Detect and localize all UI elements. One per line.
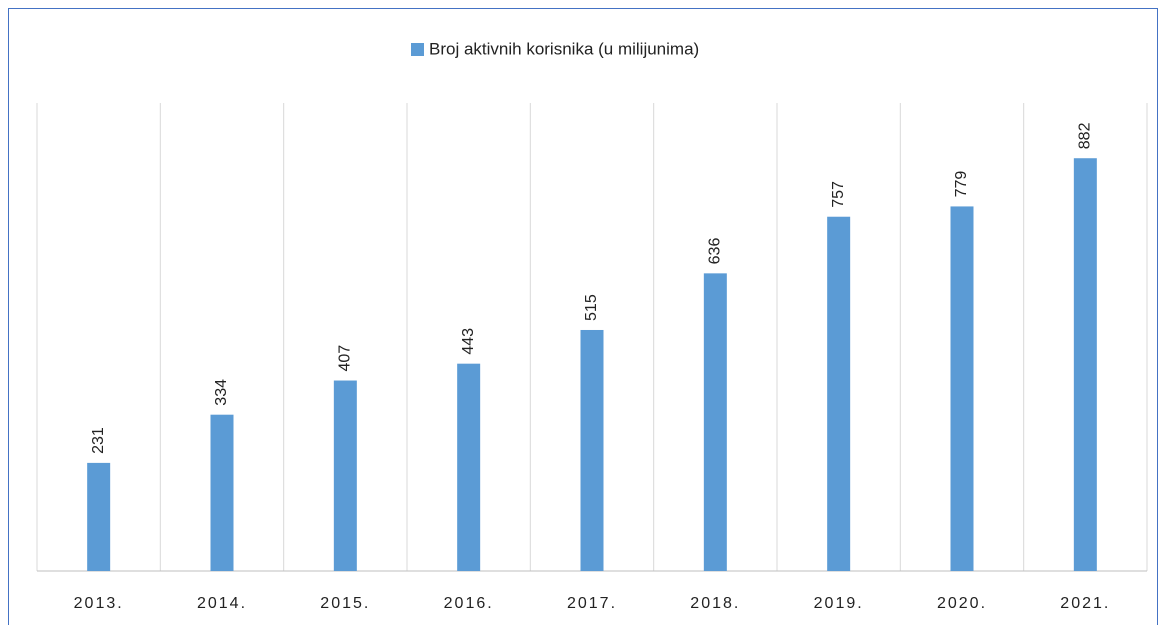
data-label: 443: [460, 328, 477, 355]
data-label: 334: [213, 379, 230, 406]
x-tick-label: 2018.: [690, 595, 740, 612]
bar: [827, 216, 851, 571]
bar: [333, 380, 357, 571]
data-label: 882: [1077, 122, 1094, 149]
x-tick-label: 2016.: [444, 595, 494, 612]
bar: [580, 329, 604, 571]
chart-frame: [8, 8, 1158, 625]
x-tick-label: 2015.: [320, 595, 370, 612]
data-label: 636: [707, 238, 724, 265]
data-label: 231: [90, 427, 107, 454]
x-tick-label: 2014.: [197, 595, 247, 612]
data-label: 779: [953, 171, 970, 198]
bar: [210, 414, 234, 571]
x-tick-label: 2020.: [937, 595, 987, 612]
bar: [87, 462, 111, 571]
legend-swatch: [411, 43, 424, 56]
data-label: 757: [830, 181, 847, 208]
x-tick-label: 2017.: [567, 595, 617, 612]
bar: [703, 273, 727, 571]
x-tick-label: 2021.: [1060, 595, 1110, 612]
bar: [1073, 158, 1097, 571]
bar: [950, 206, 974, 572]
data-label: 515: [583, 294, 600, 321]
data-label: 407: [337, 345, 354, 372]
x-tick-label: 2013.: [74, 595, 124, 612]
bar: [457, 363, 481, 571]
legend-label: Broj aktivnih korisnika (u milijunima): [429, 39, 699, 58]
x-tick-label: 2019.: [814, 595, 864, 612]
